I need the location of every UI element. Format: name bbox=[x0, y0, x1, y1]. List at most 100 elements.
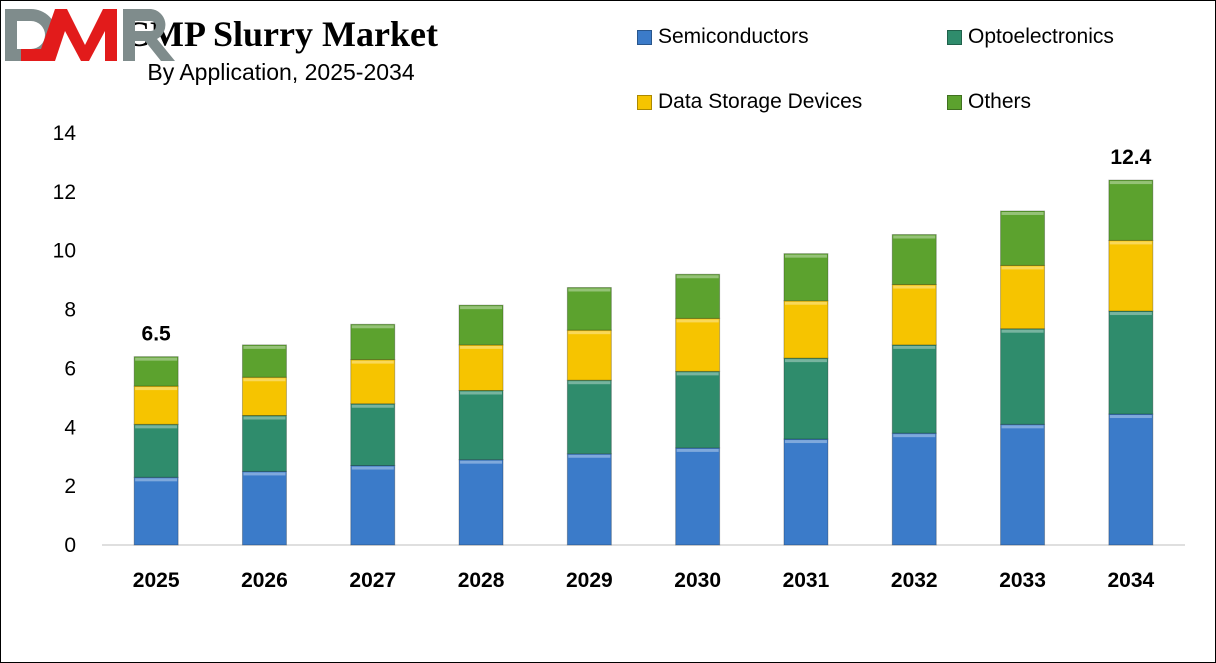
bar-segment-others bbox=[133, 356, 179, 387]
legend-swatch bbox=[947, 94, 962, 110]
bar-segment-highlight bbox=[243, 472, 286, 476]
x-tick-label: 2032 bbox=[891, 569, 938, 592]
x-tick-label: 2029 bbox=[566, 569, 613, 592]
bar-segment-data-storage-devices bbox=[566, 329, 612, 381]
bar-segment-highlight bbox=[568, 454, 611, 458]
bar-segment-optoelectronics bbox=[241, 415, 287, 472]
bar-segment-semiconductors bbox=[241, 470, 287, 546]
bar-segment-highlight bbox=[893, 235, 936, 239]
bar-segment-highlight bbox=[784, 359, 827, 363]
y-tick-label: 0 bbox=[64, 534, 76, 557]
bar-segment-data-storage-devices bbox=[675, 317, 721, 372]
bar-segment-others bbox=[458, 304, 504, 346]
chart-subtitle: By Application, 2025-2034 bbox=[147, 59, 415, 85]
bar-segment-data-storage-devices bbox=[891, 284, 937, 346]
bar-segment-optoelectronics bbox=[458, 390, 504, 461]
bar-segment-data-storage-devices bbox=[783, 300, 829, 359]
x-tick-label: 2030 bbox=[674, 569, 721, 592]
y-tick-label: 10 bbox=[53, 240, 76, 263]
x-tick-label: 2034 bbox=[1107, 569, 1154, 592]
legend-item-data-storage: Data Storage Devices bbox=[637, 90, 862, 114]
x-tick-label: 2033 bbox=[999, 569, 1046, 592]
bar-segment-others bbox=[891, 234, 937, 286]
bar-segment-data-storage-devices bbox=[1000, 264, 1046, 330]
y-tick-label: 6 bbox=[64, 357, 76, 380]
bar-segment-others bbox=[350, 323, 396, 361]
bar-segment-highlight bbox=[351, 325, 394, 329]
bar-segment-others bbox=[566, 287, 612, 331]
x-tick-label: 2026 bbox=[241, 569, 288, 592]
bar-segment-highlight bbox=[243, 345, 286, 349]
legend-swatch bbox=[637, 94, 652, 110]
y-tick-label: 8 bbox=[64, 299, 76, 322]
bar-segment-optoelectronics bbox=[891, 344, 937, 434]
bar-segment-highlight bbox=[351, 466, 394, 470]
chart-title: CMP Slurry Market bbox=[124, 14, 438, 54]
y-tick-label: 4 bbox=[64, 416, 76, 439]
bar-segment-highlight bbox=[568, 331, 611, 335]
bar-segment-highlight bbox=[676, 319, 719, 323]
bar-segment-highlight bbox=[1001, 329, 1044, 333]
x-tick-label: 2028 bbox=[458, 569, 505, 592]
bar-segment-highlight bbox=[568, 288, 611, 292]
bar-segment-highlight bbox=[135, 387, 178, 391]
bar-segment-others bbox=[783, 253, 829, 302]
bar-segment-semiconductors bbox=[566, 453, 612, 546]
legend-item-semiconductors: Semiconductors bbox=[637, 25, 809, 49]
bar-segment-highlight bbox=[460, 306, 503, 310]
bar-segment-highlight bbox=[460, 391, 503, 395]
bar-segment-others bbox=[1108, 179, 1154, 241]
bar-segment-highlight bbox=[784, 254, 827, 258]
y-tick-label: 14 bbox=[53, 122, 77, 145]
dmr-logo bbox=[5, 9, 175, 61]
bar-segment-highlight bbox=[893, 434, 936, 438]
bar-segment-highlight bbox=[676, 448, 719, 452]
bar-segment-highlight bbox=[351, 404, 394, 408]
legend-swatch bbox=[637, 29, 652, 45]
bar-segment-optoelectronics bbox=[350, 403, 396, 467]
bar-segment-highlight bbox=[1109, 415, 1152, 419]
bar-segment-highlight bbox=[1001, 266, 1044, 270]
data-label: 12.4 bbox=[1110, 146, 1151, 169]
legend-swatch bbox=[947, 29, 962, 45]
bar-segment-highlight bbox=[460, 345, 503, 349]
bar-segment-highlight bbox=[1109, 241, 1152, 245]
bar-segment-semiconductors bbox=[1108, 413, 1154, 546]
bar-segment-highlight bbox=[676, 275, 719, 279]
x-tick-label: 2025 bbox=[133, 569, 180, 592]
bar-segment-data-storage-devices bbox=[1108, 239, 1154, 312]
bar-segment-optoelectronics bbox=[1000, 328, 1046, 425]
data-label: 6.5 bbox=[142, 323, 172, 346]
legend-item-others: Others bbox=[947, 90, 1031, 114]
bar-segment-others bbox=[241, 344, 287, 378]
x-tick-label: 2031 bbox=[783, 569, 830, 592]
bar-segment-semiconductors bbox=[1000, 423, 1046, 546]
bar-segment-highlight bbox=[351, 360, 394, 364]
bar-segment-highlight bbox=[1109, 181, 1152, 185]
bar-segment-optoelectronics bbox=[133, 423, 179, 478]
x-tick-label: 2027 bbox=[349, 569, 396, 592]
bar-segment-highlight bbox=[243, 416, 286, 420]
bar-segment-optoelectronics bbox=[1108, 310, 1154, 415]
bar-segment-data-storage-devices bbox=[133, 385, 179, 425]
bar-segment-highlight bbox=[676, 372, 719, 376]
bar-segment-highlight bbox=[784, 301, 827, 305]
bar-segment-highlight bbox=[135, 425, 178, 429]
bar-segment-highlight bbox=[135, 357, 178, 361]
bar-segment-highlight bbox=[568, 381, 611, 385]
bar-segment-semiconductors bbox=[891, 432, 937, 546]
y-tick-label: 2 bbox=[64, 475, 76, 498]
y-tick-label: 12 bbox=[53, 181, 76, 204]
bar-segment-highlight bbox=[1109, 312, 1152, 316]
bar-segment-optoelectronics bbox=[566, 379, 612, 455]
bar-segment-highlight bbox=[1001, 425, 1044, 429]
bar-segment-highlight bbox=[784, 440, 827, 444]
bar-segment-semiconductors bbox=[350, 465, 396, 546]
bar-segment-highlight bbox=[893, 345, 936, 349]
bar-segment-data-storage-devices bbox=[350, 359, 396, 405]
legend-item-optoelectronics: Optoelectronics bbox=[947, 25, 1114, 49]
bar-segment-semiconductors bbox=[133, 476, 179, 546]
bar-segment-optoelectronics bbox=[783, 357, 829, 440]
